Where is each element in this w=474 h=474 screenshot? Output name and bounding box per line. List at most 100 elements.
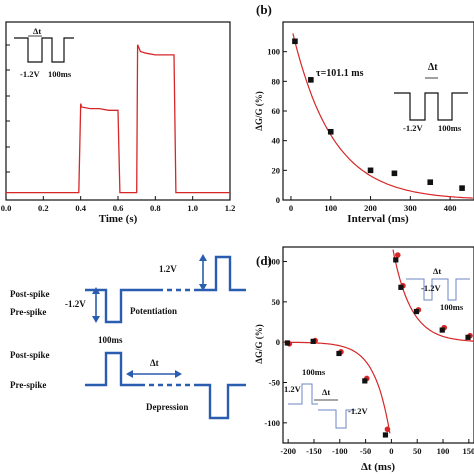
panel-b-xtick-label: 0 xyxy=(289,203,293,213)
panel-d-ylabel: ΔG/G (%) xyxy=(254,324,264,363)
panel-d-xtick-label: -50 xyxy=(360,446,371,456)
panel-b-data-point xyxy=(427,179,434,185)
panel-b-inset: Δt -1.2V 100ms xyxy=(394,62,468,133)
panel-a-inset-amp: -1.2V xyxy=(20,69,40,79)
panel-d-inset-left-amp-pos: 1.2V xyxy=(284,384,302,394)
panel-b-ytick-label: 0 xyxy=(276,195,280,205)
panel-d-data-point-black xyxy=(398,284,404,290)
panel-a-xtick-label: 0.6 xyxy=(113,203,124,213)
panel-b-ytick-label: 60 xyxy=(272,106,281,116)
panel-d-xtick-label: 50 xyxy=(413,446,422,456)
panel-d-inset-left-width: 100ms xyxy=(302,367,326,377)
panel-d-inset-right-dt: Δt xyxy=(433,266,441,276)
post-spike-label-2: Post-spike xyxy=(10,350,50,360)
panel-b-ylabel: ΔG/G (%) xyxy=(254,91,264,130)
panel-d-ytick-label: 50 xyxy=(272,297,281,307)
panel-b-points xyxy=(292,38,465,191)
panel-d: (d) -200 -150 -100 -50 0 50 100 150 -100 -50 0 50 10… xyxy=(254,246,474,473)
panel-a-yticks xyxy=(6,44,10,173)
panel-a-inset-dt: Δt xyxy=(33,26,41,36)
panel-b-data-point xyxy=(459,185,465,191)
panel-b-xtick-label: 400 xyxy=(444,203,457,213)
panel-d-xtick-label: 150 xyxy=(462,446,474,456)
panel-b-data-point xyxy=(292,38,298,45)
panel-b-data-point xyxy=(391,170,398,177)
panel-b-frame xyxy=(282,21,474,201)
panel-a-xtick-label: 1.2 xyxy=(225,203,236,213)
panel-b-ytick-label: 80 xyxy=(272,76,281,86)
panel-d-label: (d) xyxy=(256,253,272,268)
panel-b-data-point xyxy=(308,77,314,83)
dt-label: Δt xyxy=(150,358,159,368)
depression-pre-pulse xyxy=(85,351,140,387)
panel-b-tau: τ=101.1 ms xyxy=(316,68,364,79)
panel-a-xticks: 0.0 0.2 0.4 0.6 0.8 1.0 1.2 xyxy=(1,196,236,213)
panel-d-inset-right-pulse xyxy=(406,278,470,301)
panel-d-frame xyxy=(282,246,474,444)
panel-a-xtick-label: 0.4 xyxy=(75,203,86,213)
potentiation-label: Potentiation xyxy=(130,306,177,316)
panel-a-xlabel: Time (s) xyxy=(99,213,138,225)
panel-a-xtick-label: 0.8 xyxy=(150,203,161,213)
amp-pos-label: 1.2V xyxy=(159,264,177,274)
panel-d-inset-left-upper xyxy=(288,383,318,405)
panel-d-data-point-black xyxy=(284,340,290,346)
panel-d-xtick-label: -100 xyxy=(332,446,348,456)
panel-d-inset-right: Δt -1.2V 100ms xyxy=(406,266,470,312)
panel-d-inset-left-amp-neg: -1.2V xyxy=(348,406,368,416)
depression-label: Depression xyxy=(146,402,188,412)
pre-spike-label-1: Pre-spike xyxy=(10,307,46,317)
panel-d-fit-pos xyxy=(392,249,474,342)
panel-d-data-point-black xyxy=(439,327,445,333)
panel-d-ytick-label: -100 xyxy=(264,418,280,428)
panel-a-xtick-label: 1.0 xyxy=(187,203,198,213)
panel-d-xtick-label: 100 xyxy=(437,446,450,456)
panel-a-xtick-label: 0.0 xyxy=(1,203,12,213)
panel-d-xlabel: Δt (ms) xyxy=(361,461,395,473)
panel-b-inset-amp: -1.2V xyxy=(403,123,423,133)
panel-b-inset-dt: Δt xyxy=(428,62,438,73)
panel-d-inset-right-amp: -1.2V xyxy=(421,283,441,293)
panel-b-inset-width: 100ms xyxy=(438,123,462,133)
panel-c: Post-spike Pre-spike -1.2V 1.2V Potentia… xyxy=(10,254,246,420)
panel-a-xtick-label: 0.2 xyxy=(38,203,49,213)
width-label: 100ms xyxy=(98,335,123,345)
panel-d-data-point-black xyxy=(465,334,471,340)
panel-a-inset-width: 100ms xyxy=(48,69,72,79)
panel-d-inset-left: 100ms 1.2V Δt -1.2V xyxy=(284,367,368,429)
panel-b-data-point xyxy=(367,167,374,174)
panel-d-data-point-black xyxy=(310,338,316,344)
panel-b-xtick-label: 100 xyxy=(324,203,337,213)
panel-d-xtick-label: -150 xyxy=(306,446,322,456)
pre-spike-label-2: Pre-spike xyxy=(10,380,46,390)
panel-b-xtick-label: 300 xyxy=(404,203,417,213)
panel-d-xtick-label: -200 xyxy=(280,446,296,456)
panel-d-data-point-red xyxy=(394,252,401,258)
panel-b-ytick-label: 20 xyxy=(272,165,281,175)
panel-d-fit-neg xyxy=(283,341,391,434)
panel-a-inset: Δt -1.2V 100ms xyxy=(14,26,74,79)
panel-a-series-line xyxy=(6,44,230,194)
panel-d-inset-left-lower xyxy=(318,409,356,429)
potentiation-pre-pulse xyxy=(85,288,158,324)
panel-b-xtick-label: 200 xyxy=(364,203,377,213)
panel-d-data-point-black xyxy=(413,308,420,315)
panel-d-xtick-label: 0 xyxy=(389,446,393,456)
panel-a-inset-pulse xyxy=(14,37,74,63)
potentiation-post-pulse xyxy=(198,255,246,292)
panel-d-data-point-black xyxy=(336,350,342,357)
panel-d-points xyxy=(284,252,473,438)
panel-d-data-point-black xyxy=(393,257,399,263)
panel-d-data-point-red xyxy=(384,426,391,433)
panel-b-xlabel: Interval (ms) xyxy=(347,213,409,225)
panel-d-ytick-label: 0 xyxy=(276,337,280,347)
panel-b-fit-curve xyxy=(292,33,473,199)
panel-b-ticks: 0 100 200 300 400 0 20 40 60 80 100 xyxy=(267,47,456,213)
amp-neg-label: -1.2V xyxy=(65,299,86,309)
panel-a: 0.0 0.2 0.4 0.6 0.8 1.0 1.2 Δt -1.2V 100ms Tim… xyxy=(1,21,236,225)
depression-post-pulse xyxy=(196,383,246,420)
panel-b-ytick-label: 100 xyxy=(267,47,280,57)
panel-b: (b) 0 100 200 300 400 0 20 40 60 80 100 τ=101.1 ms… xyxy=(254,2,474,225)
panel-d-data-point-black xyxy=(382,432,389,438)
